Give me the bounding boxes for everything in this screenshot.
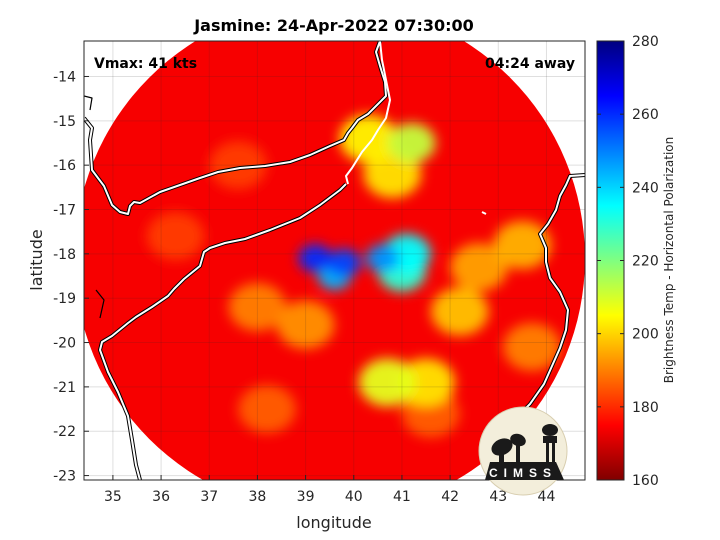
x-tick-label: 40 bbox=[345, 489, 363, 505]
brightness-feature bbox=[387, 122, 436, 163]
colorbar bbox=[596, 40, 625, 481]
coastline-madagascar bbox=[519, 174, 585, 415]
colorbar-tick-label: 260 bbox=[632, 107, 659, 123]
x-tick-label: 41 bbox=[393, 489, 411, 505]
brightness-feature bbox=[298, 244, 333, 273]
y-tick-label: -22 bbox=[53, 424, 76, 440]
y-tick-label: -23 bbox=[53, 469, 76, 485]
coastline-mozambique-upper bbox=[345, 41, 391, 185]
x-tick-label: 36 bbox=[152, 489, 170, 505]
colorbar-tick-label: 180 bbox=[632, 400, 659, 416]
axes-frame bbox=[83, 40, 586, 481]
time-away-annotation: 04:24 away bbox=[485, 56, 575, 72]
coastlines bbox=[84, 41, 585, 480]
y-tick-label: -18 bbox=[53, 247, 76, 263]
chart-title: Jasmine: 24-Apr-2022 07:30:00 bbox=[193, 16, 474, 35]
features-layer bbox=[146, 114, 561, 438]
brightness-feature bbox=[327, 248, 361, 277]
coastline-mozambique bbox=[84, 41, 387, 480]
brightness-feature bbox=[209, 141, 267, 190]
x-tick-label: 39 bbox=[297, 489, 315, 505]
brightness-feature bbox=[228, 283, 287, 332]
y-tick-label: -16 bbox=[53, 158, 76, 174]
brightness-feature bbox=[146, 212, 205, 261]
x-tick-label: 43 bbox=[489, 489, 507, 505]
y-tick-label: -21 bbox=[53, 380, 76, 396]
y-tick-label: -19 bbox=[53, 291, 76, 307]
colorbar-tick-label: 200 bbox=[632, 327, 659, 343]
logo-text: CIMSS bbox=[489, 466, 557, 480]
brightness-feature bbox=[503, 322, 561, 371]
brightness-feature bbox=[358, 358, 417, 407]
y-tick-label: -17 bbox=[53, 203, 76, 219]
colorbar-label: Brightness Temp - Horizontal Polarizatio… bbox=[662, 137, 676, 384]
y-axis-label: latitude bbox=[27, 229, 46, 290]
coastline-inland-left bbox=[84, 95, 105, 319]
x-tick-label: 38 bbox=[249, 489, 267, 505]
brightness-feature bbox=[450, 243, 508, 292]
plot-region bbox=[84, 41, 585, 480]
x-tick-label: 37 bbox=[200, 489, 218, 505]
x-axis-label: longitude bbox=[296, 513, 371, 532]
y-tick-label: -20 bbox=[53, 336, 76, 352]
colorbar-tick-label: 280 bbox=[632, 34, 659, 50]
axis-ticks: 35 36 37 38 39 40 41 42 43 44 -14 -15 -16 -17 -18 -19 -2… bbox=[53, 69, 555, 505]
brightness-feature bbox=[276, 300, 335, 349]
y-tick-label: -14 bbox=[53, 69, 76, 85]
island-dot bbox=[481, 211, 487, 215]
colorbar-tick-label: 220 bbox=[632, 254, 659, 270]
cimss-logo: CIMSS bbox=[478, 406, 568, 496]
colorbar-tick-label: 240 bbox=[632, 180, 659, 196]
brightness-feature bbox=[365, 244, 400, 273]
brightness-feature bbox=[493, 220, 552, 269]
brightness-feature bbox=[238, 385, 296, 434]
colorbar-ticks: 160 180 200 220 240 260 280 bbox=[597, 34, 659, 489]
colorbar-tick-label: 160 bbox=[632, 473, 659, 489]
brightness-feature bbox=[430, 287, 489, 336]
x-tick-label: 42 bbox=[441, 489, 459, 505]
x-tick-label: 35 bbox=[104, 489, 122, 505]
y-tick-label: -15 bbox=[53, 114, 76, 130]
x-tick-label: 44 bbox=[538, 489, 556, 505]
vmax-annotation: Vmax: 41 kts bbox=[94, 56, 197, 72]
